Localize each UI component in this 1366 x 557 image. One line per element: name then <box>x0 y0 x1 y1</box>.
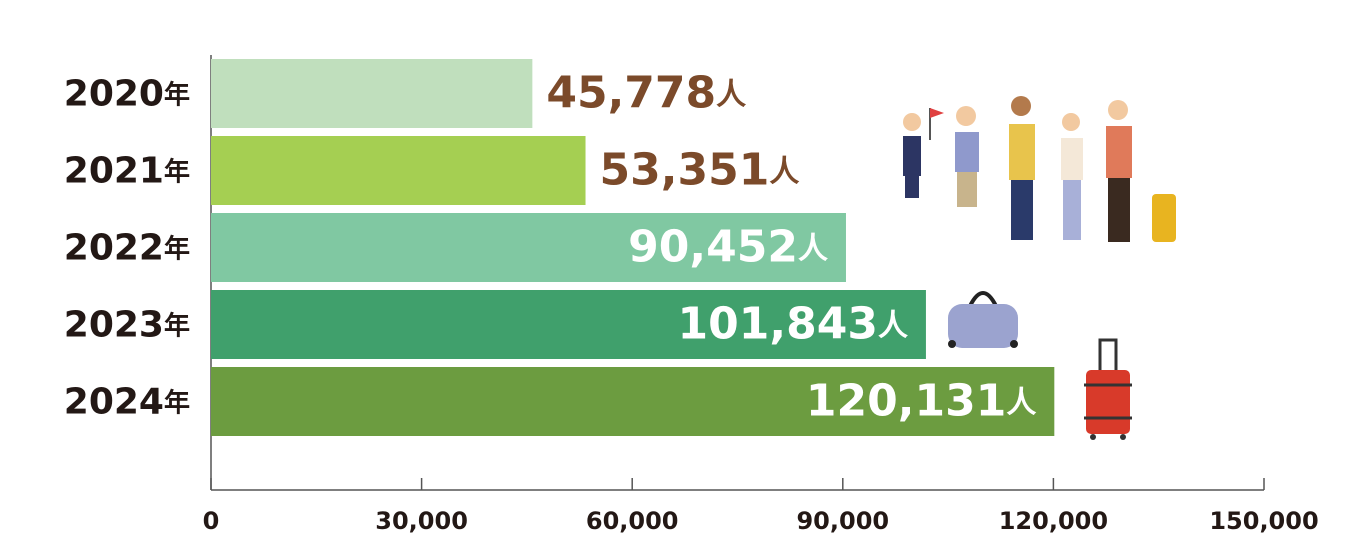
value-label: 53,351人 <box>600 145 800 196</box>
value-label: 120,131人 <box>806 376 1036 427</box>
bar <box>211 136 586 205</box>
x-tick-label: 120,000 <box>999 507 1108 535</box>
y-tick-label: 2022年 <box>64 228 190 269</box>
y-tick-label: 2021年 <box>64 151 190 192</box>
bar <box>211 213 846 282</box>
value-label: 90,452人 <box>628 222 828 273</box>
value-label: 45,778人 <box>546 68 746 119</box>
x-tick-label: 0 <box>203 507 220 535</box>
y-tick-label: 2024年 <box>64 382 190 423</box>
bar <box>211 59 533 128</box>
bar <box>211 290 926 359</box>
bar <box>211 367 1055 436</box>
x-tick-label: 90,000 <box>796 507 889 535</box>
y-tick-label: 2020年 <box>64 74 190 115</box>
travelers-illustration <box>903 96 1176 440</box>
x-tick-label: 60,000 <box>586 507 679 535</box>
y-tick-label: 2023年 <box>64 305 190 346</box>
x-tick-label: 150,000 <box>1209 507 1318 535</box>
bag-illustration <box>948 291 1018 348</box>
suitcase-illustration <box>1084 338 1132 440</box>
value-label: 101,843人 <box>678 299 908 350</box>
x-tick-label: 30,000 <box>375 507 468 535</box>
